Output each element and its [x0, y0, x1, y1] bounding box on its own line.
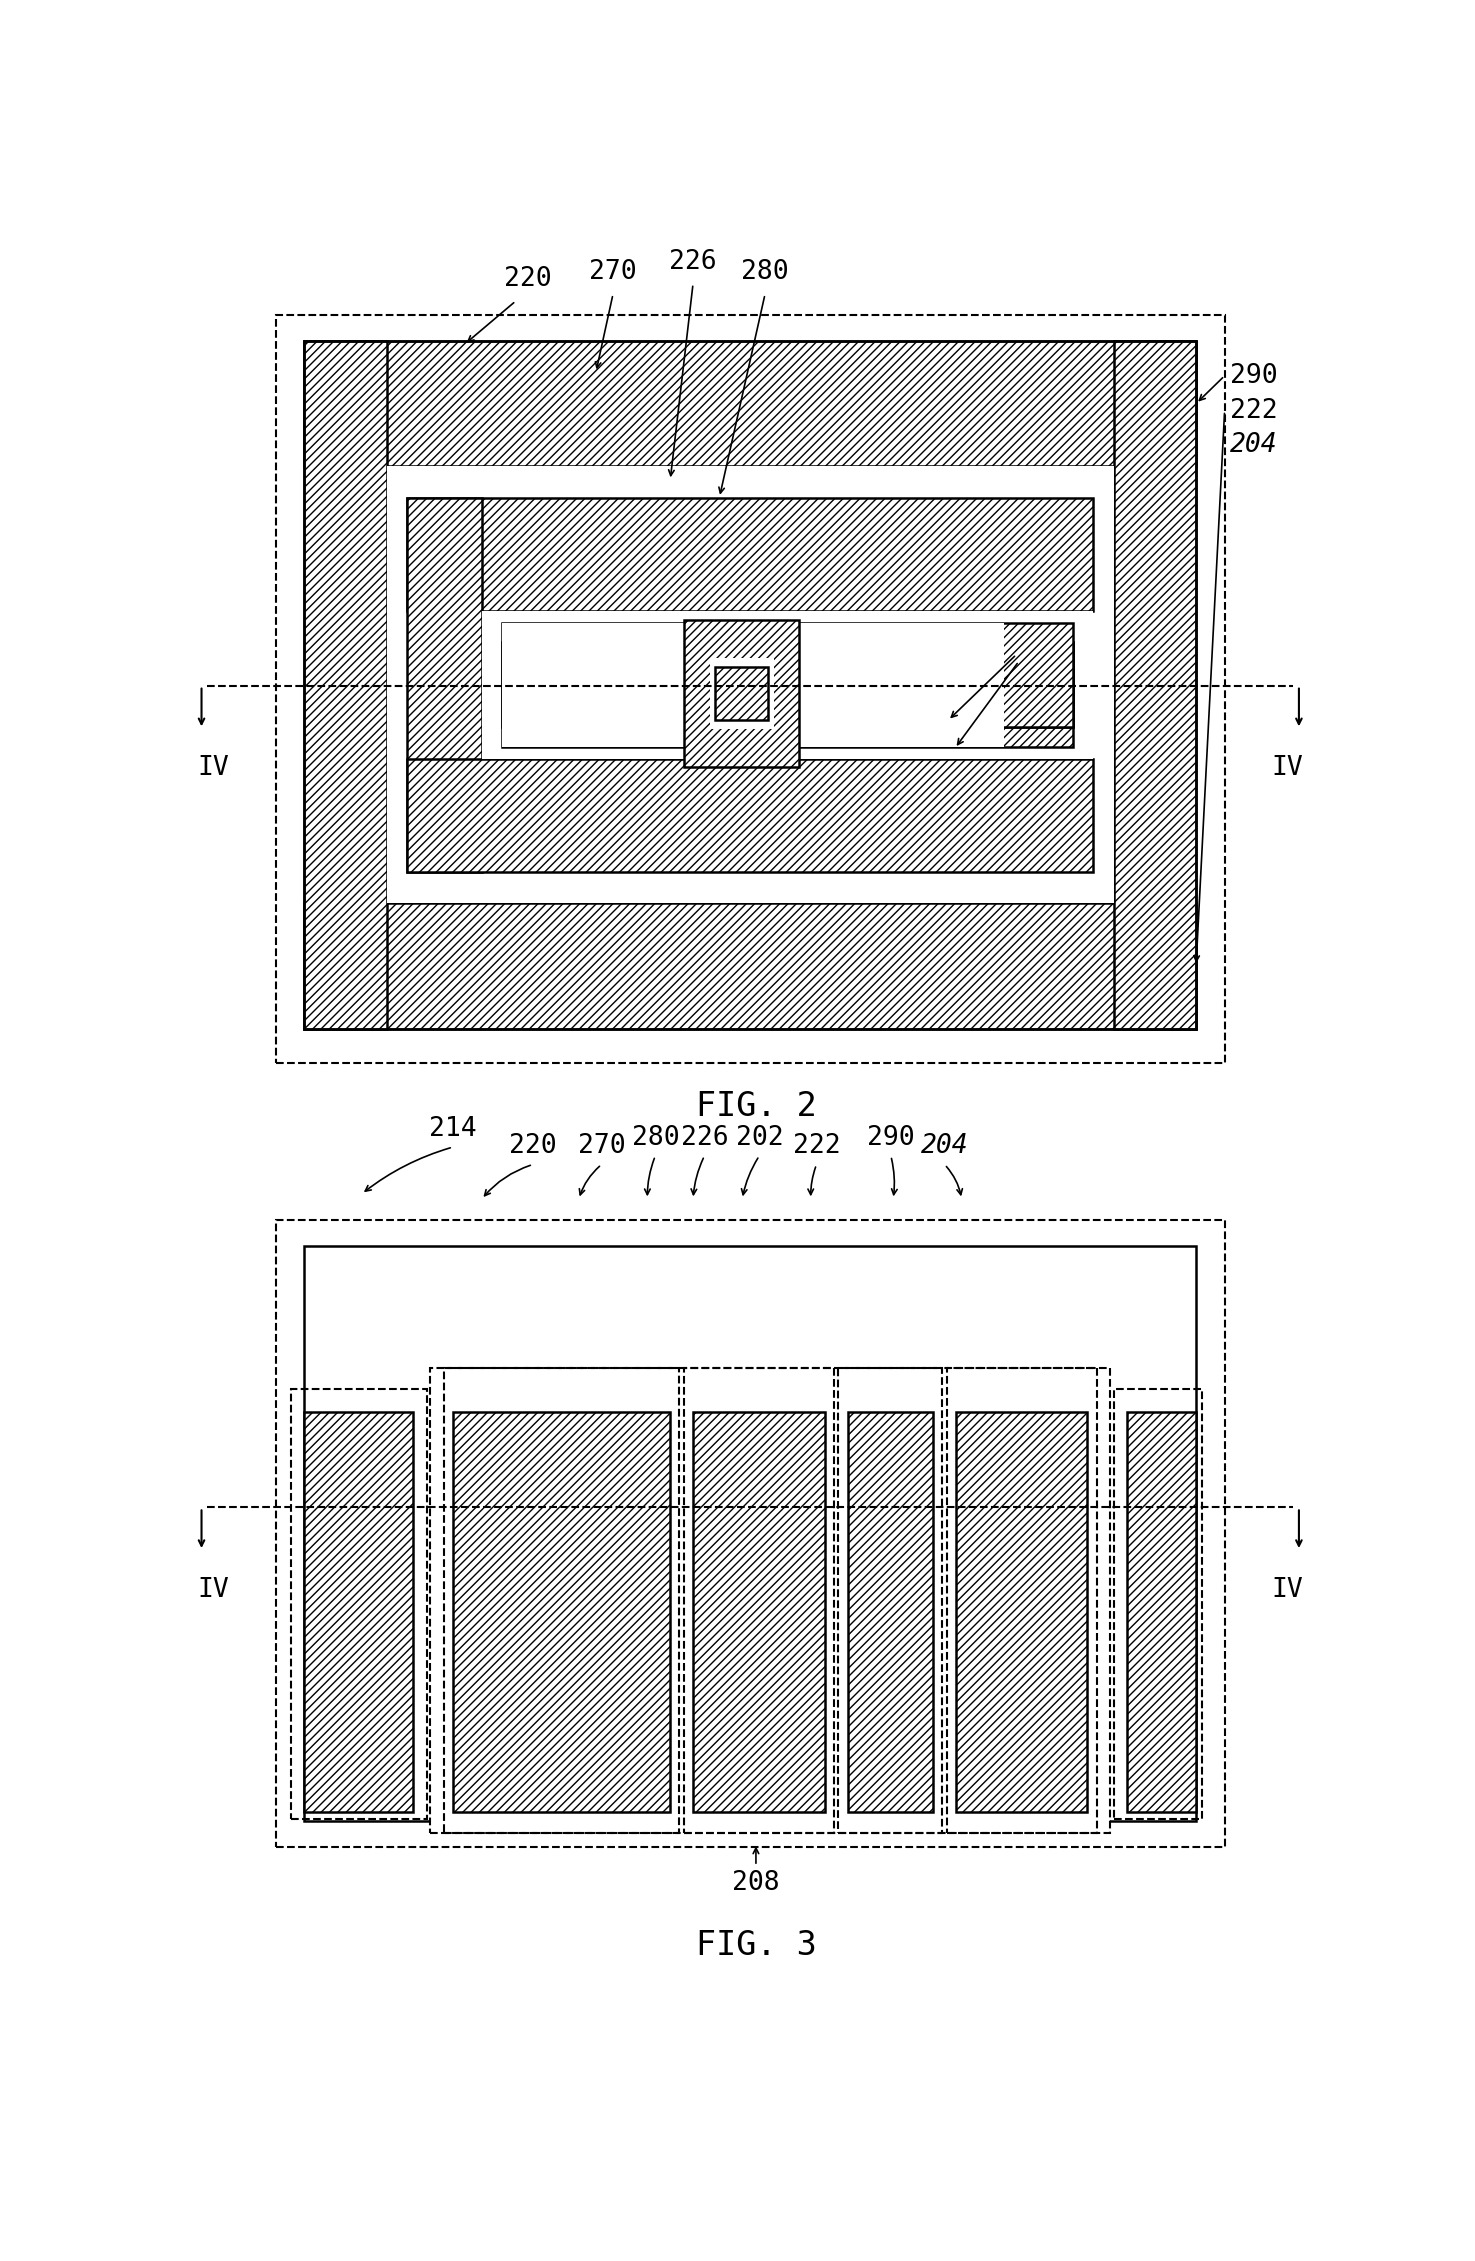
Text: 226: 226 — [670, 249, 717, 276]
Bar — [684, 620, 799, 766]
Text: 208: 208 — [732, 1870, 780, 1895]
Text: 290: 290 — [1230, 362, 1277, 389]
Text: 202: 202 — [736, 1124, 783, 1151]
Text: IV: IV — [1271, 755, 1304, 782]
Text: 202: 202 — [1019, 642, 1066, 667]
Text: IV: IV — [198, 755, 229, 782]
Bar — [407, 497, 1093, 610]
Bar — [431, 1368, 1111, 1834]
Text: FIG. 3: FIG. 3 — [696, 1929, 816, 1963]
Bar — [1004, 642, 1072, 728]
Bar — [276, 1221, 1224, 1847]
Bar — [838, 1368, 943, 1834]
Bar — [956, 1411, 1087, 1811]
Text: 270: 270 — [578, 1133, 625, 1160]
Text: 222: 222 — [1230, 398, 1277, 423]
Bar — [709, 658, 774, 730]
Bar — [1114, 1388, 1202, 1820]
Bar — [444, 1368, 678, 1834]
Text: 214: 214 — [429, 1117, 476, 1142]
Bar — [715, 667, 768, 721]
Text: IV: IV — [1271, 1578, 1304, 1603]
Bar — [1127, 1411, 1196, 1811]
Bar — [407, 760, 1093, 873]
Text: 280: 280 — [631, 1124, 678, 1151]
Bar — [304, 341, 1196, 1029]
Bar — [304, 1246, 1196, 1820]
Text: 290: 290 — [867, 1124, 914, 1151]
Bar — [693, 1411, 825, 1811]
Text: 204: 204 — [920, 1133, 969, 1160]
Bar — [502, 624, 1072, 728]
Bar — [482, 610, 1093, 760]
Bar — [386, 466, 1114, 904]
Bar — [947, 1368, 1096, 1834]
Text: IV: IV — [198, 1578, 229, 1603]
Text: 280: 280 — [742, 260, 789, 285]
Bar — [848, 1411, 932, 1811]
Bar — [453, 1411, 670, 1811]
Text: 222: 222 — [792, 1133, 841, 1160]
Bar — [291, 1388, 426, 1820]
Bar — [502, 642, 1072, 746]
Bar — [304, 341, 386, 1029]
Bar — [684, 1368, 833, 1834]
Bar — [304, 904, 1196, 1029]
Bar — [1114, 341, 1196, 1029]
Text: 220: 220 — [503, 267, 552, 292]
Text: FIG. 2: FIG. 2 — [696, 1090, 816, 1121]
Text: 270: 270 — [589, 260, 637, 285]
Bar — [407, 497, 481, 873]
Bar — [304, 341, 1196, 466]
Bar — [304, 1411, 413, 1811]
Text: 220: 220 — [509, 1133, 558, 1160]
Bar — [502, 624, 1004, 746]
Text: 226: 226 — [680, 1124, 729, 1151]
Text: 204: 204 — [1230, 432, 1277, 459]
Bar — [276, 314, 1224, 1063]
